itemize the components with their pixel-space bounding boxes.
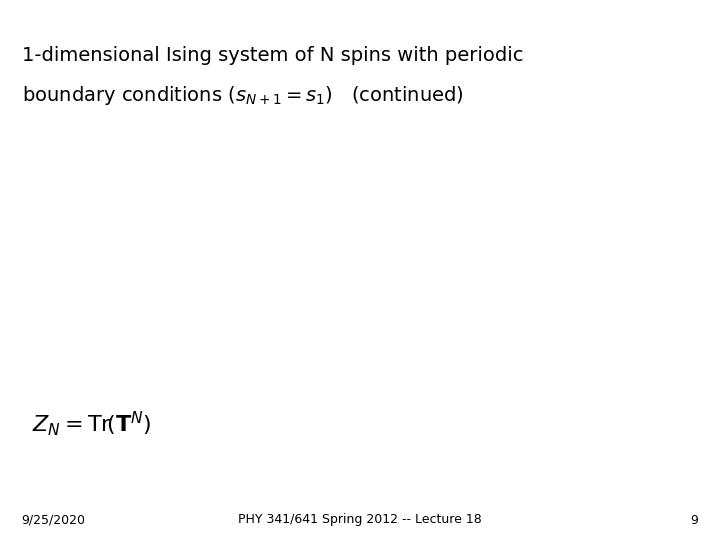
- Text: 9/25/2020: 9/25/2020: [22, 514, 86, 526]
- Text: $Z_N = \mathrm{Tr}\!\left(\mathbf{T}^N\right)$: $Z_N = \mathrm{Tr}\!\left(\mathbf{T}^N\r…: [32, 409, 152, 438]
- Text: 9: 9: [690, 514, 698, 526]
- Text: PHY 341/641 Spring 2012 -- Lecture 18: PHY 341/641 Spring 2012 -- Lecture 18: [238, 514, 482, 526]
- Text: 1-dimensional Ising system of N spins with periodic: 1-dimensional Ising system of N spins wi…: [22, 46, 523, 65]
- Text: boundary conditions $(s_{N+1}=s_1)$   (continued): boundary conditions $(s_{N+1}=s_1)$ (con…: [22, 84, 464, 107]
